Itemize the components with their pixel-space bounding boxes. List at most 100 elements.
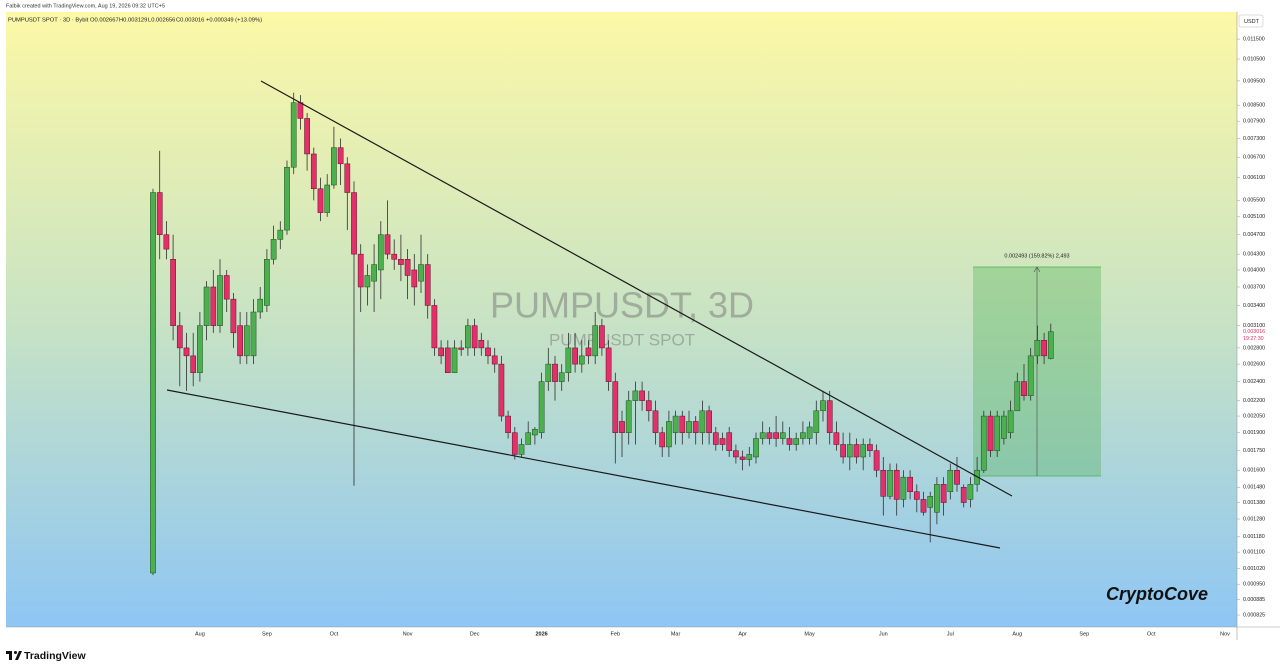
- y-tick-label: 0.001600: [1243, 468, 1265, 474]
- candle-body: [418, 264, 424, 282]
- candle-body: [639, 390, 645, 401]
- candles: [150, 92, 1054, 576]
- price-label: 0.003016: [1243, 329, 1265, 335]
- candle-body: [290, 102, 297, 168]
- candle-body: [1047, 331, 1054, 359]
- y-tick-label: 0.001750: [1243, 448, 1265, 454]
- candle-body: [411, 269, 418, 288]
- candle-body: [264, 259, 270, 306]
- candle-body: [907, 476, 913, 493]
- candle-body: [257, 298, 264, 313]
- candle-body: [371, 264, 377, 282]
- candle-body: [491, 355, 498, 365]
- candle-body: [585, 347, 592, 357]
- candle-body: [666, 421, 672, 448]
- candle-body: [712, 432, 719, 445]
- candle-body: [197, 325, 203, 373]
- x-tick-label: Jul: [947, 631, 954, 637]
- candle-body: [150, 192, 156, 574]
- candle-body: [511, 432, 518, 455]
- candle-body: [545, 363, 552, 382]
- y-tick-label: 0.003700: [1243, 284, 1265, 290]
- logo-part: [9, 651, 12, 660]
- candle-body: [210, 286, 217, 326]
- candle-body: [934, 484, 940, 513]
- header: PUMPUSDT SPOT · 3D · Bybit O0.002667 H0.…: [8, 18, 262, 24]
- candle-body: [223, 275, 230, 300]
- y-tick-label: 0.004700: [1243, 232, 1265, 238]
- x-tick-label: Nov: [1220, 631, 1230, 637]
- y-tick-label: 0.001020: [1243, 566, 1265, 572]
- candle-body: [940, 484, 947, 503]
- candle-body: [572, 347, 578, 365]
- candle-body: [424, 264, 431, 306]
- y-tick-label: 0.002200: [1243, 398, 1265, 404]
- candle-body: [344, 163, 351, 193]
- candle-body: [458, 347, 465, 350]
- y-tick-label: 0.007900: [1243, 119, 1265, 125]
- price-label-box: [1238, 327, 1268, 343]
- candle-body: [324, 184, 331, 213]
- candle-body: [833, 432, 840, 445]
- measure-arrowhead: [1033, 266, 1041, 273]
- candle-body: [183, 347, 190, 357]
- candle-body: [438, 347, 444, 357]
- candle-body: [779, 432, 786, 439]
- y-tick-label: 0.007300: [1243, 136, 1265, 142]
- measure-label: 0.002493 (159.82%) 2,493: [1004, 253, 1069, 259]
- ohlc-high: H0.003129: [119, 18, 147, 24]
- candle-body: [377, 234, 384, 271]
- candle-body: [1014, 381, 1021, 412]
- candle-body: [739, 456, 746, 460]
- candle-body: [471, 325, 478, 349]
- y-tick-label: 0.001900: [1243, 430, 1265, 436]
- x-tick-label: Apr: [738, 631, 747, 637]
- logo-part: [14, 651, 17, 654]
- candle-body: [357, 253, 364, 288]
- candle-body: [652, 410, 659, 433]
- candle-body: [920, 499, 927, 513]
- candle-body: [612, 381, 619, 433]
- candle-body: [444, 347, 451, 373]
- x-tick-label: Mar: [671, 631, 681, 637]
- x-tick-label: Aug: [195, 631, 205, 637]
- y-tick-label: 0.011500: [1243, 37, 1265, 43]
- candle-body: [364, 275, 371, 288]
- currency: USDT: [1244, 19, 1260, 25]
- candle-body: [954, 469, 960, 485]
- countdown: 19:27:30: [1243, 336, 1264, 342]
- candle-body: [659, 432, 666, 448]
- candle-body: [733, 450, 739, 458]
- y-tick-label: 0.002800: [1243, 345, 1265, 351]
- candle-body: [176, 325, 183, 349]
- candle-body: [498, 363, 505, 417]
- candle-body: [1001, 415, 1007, 439]
- candle-body: [351, 192, 357, 255]
- candle-body: [304, 118, 310, 155]
- y-tick-label: 0.004300: [1243, 252, 1265, 258]
- candle-body: [605, 347, 612, 382]
- x-tick-label: Aug: [1012, 631, 1022, 637]
- ohlc-close: C0.003016: [176, 18, 204, 24]
- y-tick-label: 0.003100: [1243, 323, 1265, 329]
- candle-body: [243, 325, 250, 357]
- candle-body: [465, 325, 471, 349]
- candle-body: [1007, 410, 1014, 433]
- candle-body: [485, 347, 491, 357]
- candle-body: [766, 432, 773, 439]
- ohlc-change: +0.000349 (+13.09%): [206, 18, 262, 24]
- brand: TradingView: [24, 650, 86, 662]
- candle-body: [578, 355, 585, 365]
- x-tick-label: Sep: [1079, 631, 1089, 637]
- y-tick-label: 0.000885: [1243, 597, 1265, 603]
- candle-body: [987, 415, 994, 451]
- candle-body: [927, 496, 934, 508]
- candle-body: [532, 428, 538, 436]
- candle-body: [994, 415, 1001, 451]
- candle-body: [913, 491, 920, 500]
- candle-body: [679, 415, 686, 433]
- candle-body: [518, 444, 525, 455]
- candle-body: [846, 444, 853, 458]
- candle-body: [297, 102, 304, 119]
